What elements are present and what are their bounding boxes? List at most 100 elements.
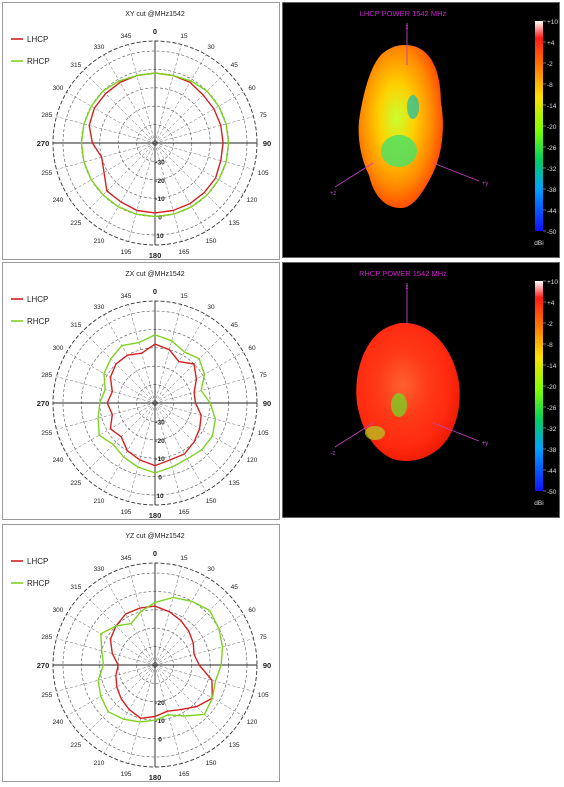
series-line-rhcp (97, 596, 224, 723)
yz-cut-polar-panel: YZ cut @MHz1542 LHCP RHCP 0 15 30 45 60 75 90 105 1… (2, 524, 280, 782)
lhcp-null-spot (407, 95, 419, 119)
grid-spoke (154, 566, 182, 666)
zx-cut-polar-chart: ZX cut @MHz1542 LHCP RHCP 0 15 30 45 60 75 90 105 1… (11, 271, 271, 519)
grid-spoke (154, 613, 244, 666)
z-axis-label: z (406, 25, 409, 31)
grid-spoke (154, 116, 254, 144)
grid-spoke (154, 142, 207, 232)
grid-spoke (154, 142, 244, 195)
scale-label: -44 (547, 208, 557, 215)
series-line-lhcp (109, 605, 214, 720)
scale-label: -26 (547, 405, 557, 412)
radial-label: 0 (158, 215, 162, 222)
grid-spoke (103, 142, 156, 232)
angle-label: 255 (41, 692, 52, 699)
grid-spoke (66, 142, 156, 195)
angle-label: 210 (94, 238, 105, 245)
angle-label: 45 (231, 322, 239, 329)
scale-label: -8 (547, 82, 553, 89)
angle-label: 270 (37, 139, 50, 148)
angle-label: 195 (121, 509, 132, 516)
grid-spoke (128, 402, 156, 502)
scale-label: -2 (547, 321, 553, 328)
angle-label: 30 (207, 44, 215, 51)
angle-label: 285 (41, 634, 52, 641)
angle-label: 120 (247, 719, 258, 726)
angle-label: 45 (231, 584, 239, 591)
grid-spoke (154, 664, 228, 738)
angle-label: 345 (121, 293, 132, 300)
scale-label: -32 (547, 166, 557, 173)
legend-label-lhcp: LHCP (27, 35, 48, 44)
scale-label: -20 (547, 384, 557, 391)
angle-label: 345 (121, 555, 132, 562)
pattern-title: LHCP POWER 1542 MHz (360, 9, 447, 18)
series-line-rhcp (80, 72, 230, 218)
yz-cut-polar-chart: YZ cut @MHz1542 LHCP RHCP 0 15 30 45 60 75 90 105 1… (11, 533, 271, 781)
angle-label: 30 (207, 566, 215, 573)
angle-label: 315 (70, 584, 81, 591)
chart-title: YZ cut @MHz1542 (125, 533, 184, 540)
angle-label: 225 (70, 480, 81, 487)
scale-label: +10 (547, 19, 558, 26)
grid-spoke (56, 142, 156, 170)
angle-label: 240 (53, 457, 64, 464)
x-axis-line (334, 162, 374, 188)
grid-spoke (82, 664, 156, 738)
scale-label: -2 (547, 61, 553, 68)
radial-label: -10 (155, 718, 165, 725)
grid-spoke (82, 592, 156, 666)
grid-spoke (82, 70, 156, 144)
angle-label: 330 (94, 566, 105, 573)
lhcp-3d-pattern-panel: LHCP POWER 1542 MHz z +z +y +10 +4 -2 -8 -14 -20 -… (282, 2, 560, 258)
angle-label: 285 (41, 372, 52, 379)
angle-label: 75 (260, 634, 268, 641)
legend-label-rhcp: RHCP (27, 317, 50, 326)
angle-label: 270 (37, 661, 50, 670)
grid-spoke (154, 664, 254, 692)
angle-label: 150 (206, 498, 217, 505)
grid-spoke (56, 116, 156, 144)
z-axis-label: z (406, 285, 409, 291)
xy-cut-polar-panel: XY cut @MHz1542 LHCP RHCP 0 15 30 45 60 75 90 105 1… (2, 2, 280, 260)
grid-spoke (154, 376, 254, 404)
radial-label: -20 (155, 700, 165, 707)
series-line-lhcp (106, 343, 202, 467)
legend-label-rhcp: RHCP (27, 579, 50, 588)
series-line-rhcp (97, 334, 217, 474)
scale-label: -14 (547, 363, 557, 370)
scale-label: -20 (547, 124, 557, 131)
angle-label: 90 (263, 661, 271, 670)
grid-spoke (154, 54, 207, 144)
rhcp-null-spot (391, 393, 407, 417)
angle-label: 15 (180, 33, 188, 40)
grid-spoke (154, 91, 244, 144)
radial-label: -10 (155, 456, 165, 463)
grid-spoke (154, 142, 182, 242)
series-line-lhcp (88, 72, 224, 214)
angle-label: 150 (206, 760, 217, 767)
angle-label: 150 (206, 238, 217, 245)
angle-label: 60 (248, 85, 256, 92)
angle-label: 225 (70, 742, 81, 749)
angle-label: 75 (260, 112, 268, 119)
angle-label: 300 (53, 607, 64, 614)
scale-label: -32 (547, 426, 557, 433)
scale-label: -14 (547, 103, 557, 110)
radial-label: 0 (158, 737, 162, 744)
scale-label: -50 (547, 229, 557, 236)
grid-spoke (66, 91, 156, 144)
grid-spoke (154, 330, 228, 404)
angle-label: 105 (258, 692, 269, 699)
scale-label: -38 (547, 187, 557, 194)
angle-label: 210 (94, 498, 105, 505)
angle-label: 195 (121, 771, 132, 778)
radial-label: -30 (155, 419, 165, 426)
chart-title: ZX cut @MHz1542 (125, 271, 184, 278)
grid-spoke (56, 402, 156, 430)
grid-spoke (154, 402, 228, 476)
radial-label: -10 (155, 196, 165, 203)
grid-spoke (154, 70, 228, 144)
legend-label-rhcp: RHCP (27, 57, 50, 66)
angle-label: 255 (41, 430, 52, 437)
